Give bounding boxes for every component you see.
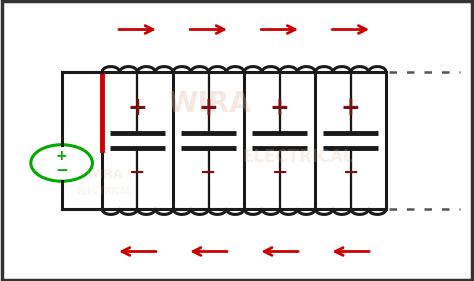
- Text: −: −: [272, 163, 288, 182]
- Text: −: −: [129, 163, 146, 182]
- Text: ELECTRICAL: ELECTRICAL: [76, 187, 132, 196]
- Text: WIRA: WIRA: [167, 90, 250, 118]
- Text: +: +: [199, 96, 219, 120]
- Text: −: −: [55, 163, 68, 178]
- Text: −: −: [343, 163, 359, 182]
- Text: ELECTRICAL: ELECTRICAL: [243, 148, 355, 166]
- Text: +: +: [128, 96, 147, 120]
- Text: WIRA: WIRA: [85, 168, 123, 181]
- Text: +: +: [270, 96, 290, 120]
- Text: +: +: [341, 96, 361, 120]
- Text: −: −: [201, 163, 217, 182]
- Text: +: +: [56, 149, 67, 163]
